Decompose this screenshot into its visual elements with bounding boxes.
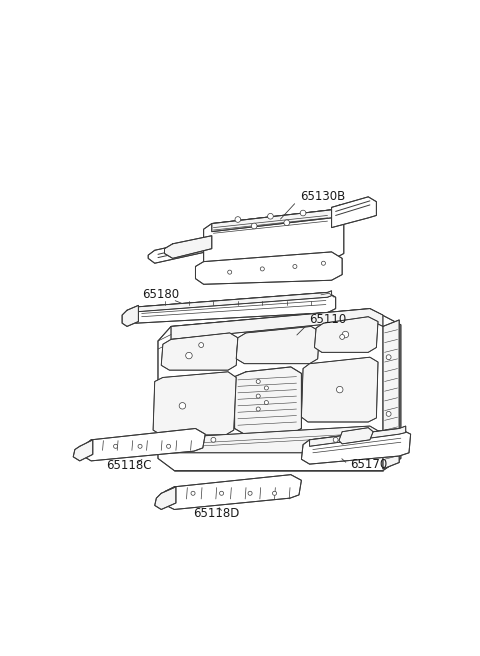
Polygon shape	[155, 487, 176, 510]
Polygon shape	[171, 308, 383, 339]
Circle shape	[386, 411, 391, 417]
Polygon shape	[165, 475, 301, 510]
Polygon shape	[314, 317, 378, 352]
Circle shape	[264, 401, 268, 405]
Circle shape	[199, 342, 204, 348]
Circle shape	[284, 220, 289, 226]
Circle shape	[386, 355, 391, 359]
Circle shape	[252, 223, 257, 229]
Polygon shape	[129, 293, 336, 323]
Circle shape	[211, 438, 216, 442]
Circle shape	[333, 438, 338, 442]
Circle shape	[256, 407, 260, 411]
Circle shape	[191, 491, 195, 495]
Circle shape	[322, 261, 325, 265]
Circle shape	[138, 444, 142, 448]
Polygon shape	[148, 237, 214, 263]
Circle shape	[340, 335, 345, 339]
Circle shape	[342, 331, 348, 338]
Polygon shape	[212, 205, 340, 232]
Circle shape	[336, 386, 343, 393]
Circle shape	[235, 216, 240, 222]
Polygon shape	[236, 327, 319, 363]
Circle shape	[219, 491, 224, 495]
Circle shape	[300, 210, 306, 216]
Circle shape	[256, 379, 260, 384]
Circle shape	[179, 403, 186, 409]
Circle shape	[114, 444, 118, 448]
Text: 65118D: 65118D	[193, 507, 240, 520]
Circle shape	[256, 394, 260, 398]
Polygon shape	[339, 428, 373, 444]
Polygon shape	[161, 333, 238, 370]
Text: 65180: 65180	[142, 289, 179, 301]
Text: 65170: 65170	[350, 459, 387, 472]
Polygon shape	[204, 210, 344, 268]
Text: 65118C: 65118C	[106, 459, 151, 472]
Text: 65130B: 65130B	[300, 190, 345, 203]
Circle shape	[228, 270, 232, 274]
Circle shape	[273, 491, 276, 495]
Circle shape	[186, 352, 192, 359]
Polygon shape	[73, 440, 93, 461]
Polygon shape	[310, 426, 406, 446]
Polygon shape	[301, 358, 378, 422]
Circle shape	[248, 491, 252, 495]
Polygon shape	[153, 426, 380, 453]
Circle shape	[260, 267, 264, 271]
Polygon shape	[383, 320, 399, 469]
Polygon shape	[153, 372, 236, 435]
Polygon shape	[235, 367, 301, 434]
Text: 65110: 65110	[310, 313, 347, 325]
Circle shape	[267, 213, 273, 219]
Polygon shape	[165, 236, 212, 258]
Circle shape	[264, 386, 268, 390]
Polygon shape	[332, 197, 376, 228]
Polygon shape	[301, 428, 410, 464]
Polygon shape	[83, 428, 205, 461]
Polygon shape	[122, 305, 138, 327]
Polygon shape	[158, 308, 401, 470]
Polygon shape	[136, 291, 332, 312]
Polygon shape	[195, 252, 342, 284]
Circle shape	[167, 444, 170, 448]
Circle shape	[293, 264, 297, 268]
